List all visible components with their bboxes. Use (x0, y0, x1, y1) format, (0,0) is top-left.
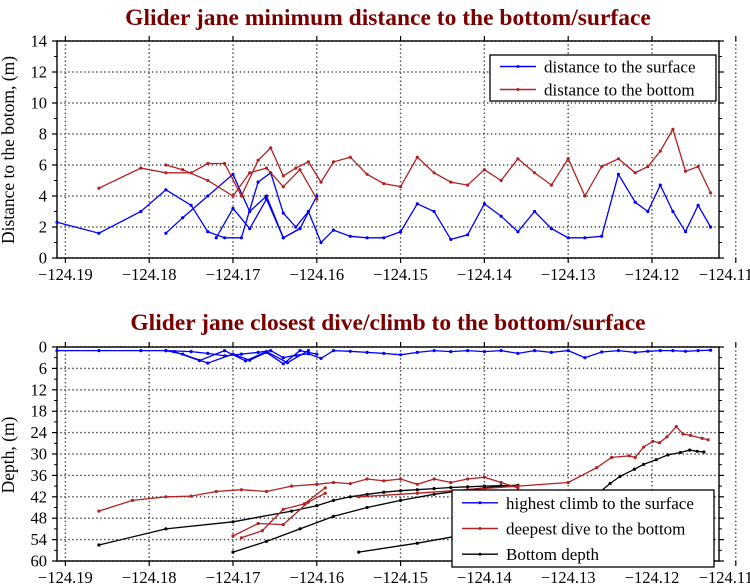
svg-text:highest climb to the surface: highest climb to the surface (506, 494, 694, 513)
svg-text:0: 0 (39, 338, 47, 357)
svg-text:Bottom depth: Bottom depth (506, 545, 600, 564)
svg-text:−124.17: −124.17 (206, 265, 261, 284)
svg-text:48: 48 (31, 509, 48, 528)
svg-text:42: 42 (31, 487, 48, 506)
svg-text:6: 6 (39, 156, 47, 175)
svg-text:30: 30 (31, 445, 48, 464)
svg-text:−124.13: −124.13 (541, 568, 596, 587)
svg-text:36: 36 (31, 466, 48, 485)
svg-text:Depth, (m): Depth, (m) (0, 416, 18, 493)
svg-text:54: 54 (31, 530, 48, 549)
svg-text:distance to the surface: distance to the surface (544, 58, 696, 77)
svg-text:8: 8 (39, 125, 47, 144)
svg-text:−124.16: −124.16 (289, 568, 344, 587)
svg-text:−124.19: −124.19 (38, 265, 93, 284)
svg-text:24: 24 (31, 423, 48, 442)
svg-text:4: 4 (39, 187, 47, 206)
svg-text:distance to the bottom: distance to the bottom (544, 81, 695, 100)
svg-text:12: 12 (31, 380, 48, 399)
svg-text:deepest dive to the bottom: deepest dive to the bottom (506, 520, 685, 539)
svg-text:Distance to the botom, (m): Distance to the botom, (m) (0, 56, 18, 244)
svg-text:−124.14: −124.14 (457, 265, 512, 284)
svg-text:6: 6 (39, 359, 47, 378)
svg-text:14: 14 (31, 32, 48, 51)
svg-text:−124.13: −124.13 (541, 265, 596, 284)
svg-text:−124.11: −124.11 (699, 265, 750, 284)
svg-text:−124.14: −124.14 (457, 568, 512, 587)
svg-text:−124.18: −124.18 (122, 265, 177, 284)
svg-text:18: 18 (31, 402, 48, 421)
svg-text:−124.12: −124.12 (625, 265, 680, 284)
svg-text:−124.16: −124.16 (289, 265, 344, 284)
svg-text:−124.18: −124.18 (122, 568, 177, 587)
svg-text:Glider jane closest dive/climb: Glider jane closest dive/climb to the bo… (130, 310, 645, 336)
svg-text:−124.17: −124.17 (206, 568, 261, 587)
svg-text:12: 12 (31, 63, 48, 82)
svg-text:−124.12: −124.12 (625, 568, 680, 587)
svg-text:Glider jane minimum distance t: Glider jane minimum distance to the bott… (125, 5, 651, 31)
svg-text:10: 10 (31, 94, 48, 113)
svg-text:−124.15: −124.15 (373, 265, 428, 284)
svg-text:−124.15: −124.15 (373, 568, 428, 587)
svg-text:−124.11: −124.11 (699, 568, 750, 587)
svg-text:−124.19: −124.19 (38, 568, 93, 587)
svg-text:2: 2 (39, 218, 47, 237)
